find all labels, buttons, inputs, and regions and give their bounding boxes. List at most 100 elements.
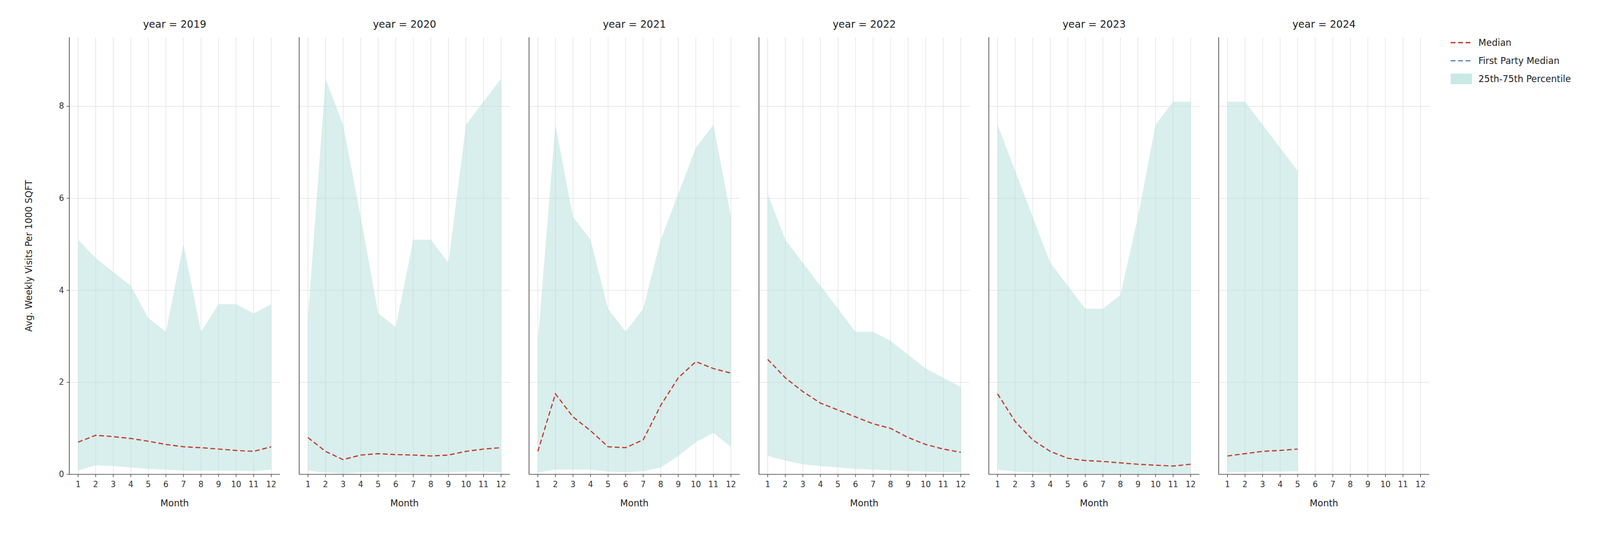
x-tick-label: 6 [852,480,859,490]
x-tick-label: 4 [357,480,364,490]
percentile-band [537,124,731,474]
x-tick-label: 4 [817,480,823,490]
x-tick [1420,474,1421,478]
x-tick [465,474,467,478]
x-tick-label: 2 [1012,480,1019,490]
median-line [1227,449,1298,457]
x-tick-label: 8 [1347,480,1354,490]
x-axis-label: Month [850,498,879,509]
x-tick-label: 2 [323,480,329,490]
x-tick [1402,474,1404,478]
panel-title: year = 2023 [1062,18,1126,30]
x-tick [235,474,237,478]
x-tick-label: 1 [305,480,311,490]
x-tick-label: 11 [248,480,259,490]
x-tick-label: 1 [75,480,82,490]
x-tick-label: 10 [1380,480,1391,490]
grid-line-x [1315,37,1316,475]
x-tick-label: 3 [110,480,117,490]
x-tick [1137,474,1139,478]
x-tick [270,474,272,478]
legend-label: 25th-75th Percentile [1478,73,1572,85]
grid-line-x [1420,37,1421,475]
y-axis-line [1218,37,1219,475]
legend-swatch [1450,42,1472,44]
x-tick [1032,474,1034,478]
x-tick [1190,474,1191,478]
x-tick [253,474,254,478]
y-tick [66,106,70,107]
grid [758,37,970,475]
x-tick [590,474,591,478]
y-tick [66,198,70,199]
panel: 123456789101112year = 2021Month [529,18,740,509]
y-tick-label: 8 [58,101,64,111]
x-tick-label: 9 [445,480,452,490]
y-axis-line [528,37,530,475]
x-tick-label: 9 [675,480,682,490]
legend-label: First Party Median [1478,55,1560,67]
y-tick-label: 6 [58,193,64,204]
x-tick [307,474,309,478]
x-tick-label: 7 [1100,480,1106,490]
x-tick [1227,474,1228,478]
panel: 123456789101112year = 2024Month [1218,18,1430,509]
grid-line-y [69,474,280,476]
median-line [307,437,501,460]
x-tick [1297,474,1299,478]
x-tick-label: 11 [1168,480,1179,490]
x-tick-label: 4 [587,480,594,490]
x-tick-label: 6 [393,480,399,490]
x-tick-label: 2 [553,480,559,490]
x-tick [378,474,379,478]
y-axis-line [298,37,300,475]
x-tick [872,474,874,478]
x-tick [148,474,149,478]
x-tick-label: 12 [1185,480,1196,490]
y-tick-label: 0 [58,469,64,480]
x-tick [1155,474,1156,478]
y-tick [66,290,70,291]
x-tick [1315,474,1316,478]
panel-title: year = 2019 [142,18,207,30]
plot-area [537,124,731,474]
grid-line-y [1218,474,1430,476]
panel: 12345678910111202468year = 2019MonthAvg.… [23,18,280,509]
x-tick-label: 8 [198,480,204,490]
x-tick-label: 9 [216,480,222,490]
grid-line-y [69,198,280,199]
x-tick-label: 4 [1047,480,1053,490]
x-tick [942,474,944,478]
plot-area [77,240,271,472]
panel-title: year = 2022 [832,18,896,30]
x-tick-label: 5 [1294,480,1301,490]
x-tick [925,474,926,478]
x-tick [802,474,804,478]
median-line [997,394,1191,467]
x-tick-label: 7 [410,480,416,490]
x-tick [1050,474,1051,478]
panel: 123456789101112year = 2023Month [988,18,1200,509]
x-tick [218,474,219,478]
x-tick-label: 8 [1117,480,1124,490]
x-tick [200,474,202,478]
x-tick-label: 1 [765,480,771,490]
x-tick [1067,474,1069,478]
x-tick-label: 1 [995,480,1001,490]
x-tick-label: 1 [1225,480,1231,490]
y-axis-label: Avg. Weekly Visits Per 1000 SQFT [23,179,35,332]
panel: 123456789101112year = 2020Month [299,18,510,509]
x-tick [1102,474,1103,478]
plot-area [307,78,501,475]
x-tick [325,474,326,478]
x-tick [182,474,184,478]
x-axis-line [299,474,510,475]
x-tick [113,474,114,478]
x-tick [448,474,449,478]
percentile-band [1227,101,1298,474]
x-axis-label: Month [160,498,189,509]
x-tick-label: 5 [145,480,151,490]
grid-line-y [529,474,740,476]
chart: 12345678910111202468year = 2019MonthAvg.… [0,0,1600,533]
x-tick-label: 7 [870,480,876,490]
